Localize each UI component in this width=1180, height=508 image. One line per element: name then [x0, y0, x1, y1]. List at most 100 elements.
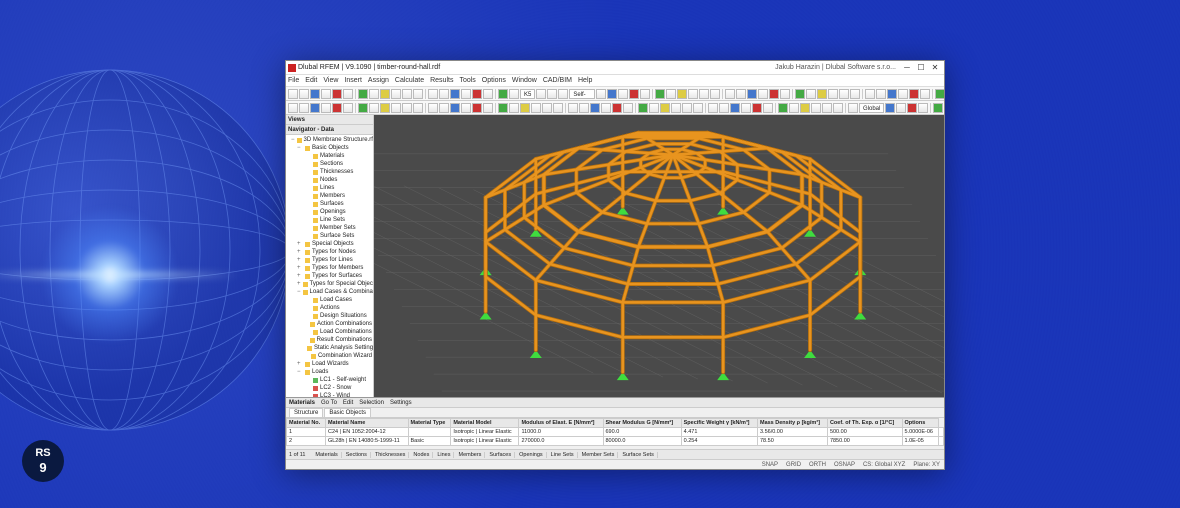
toolbar-icon[interactable] — [601, 103, 611, 113]
toolbar-field[interactable]: Self-weight — [569, 89, 594, 99]
tree-item[interactable]: Nodes — [287, 176, 372, 184]
tree-item[interactable]: Lines — [287, 184, 372, 192]
bottom-tab[interactable]: Thicknesses — [372, 452, 410, 458]
tree-item[interactable]: Thicknesses — [287, 168, 372, 176]
toolbar-icon[interactable] — [509, 89, 519, 99]
toolbar-icon[interactable] — [310, 89, 320, 99]
toolbar-icon[interactable] — [850, 89, 860, 99]
menu-tools[interactable]: Tools — [459, 77, 475, 84]
toolbar-icon[interactable] — [343, 103, 353, 113]
toolbar-icon[interactable] — [708, 103, 718, 113]
toolbar-icon[interactable] — [472, 103, 482, 113]
toolbar-icon[interactable] — [461, 103, 471, 113]
column-header[interactable]: Modulus of Elast. E [N/mm²] — [519, 419, 603, 428]
toolbar-icon[interactable] — [321, 89, 331, 99]
menu-assign[interactable]: Assign — [368, 77, 389, 84]
panel-control[interactable]: Settings — [390, 400, 412, 406]
toolbar-icon[interactable] — [536, 89, 546, 99]
toolbar-icon[interactable] — [933, 103, 943, 113]
tree-item[interactable]: Members — [287, 192, 372, 200]
close-button[interactable]: ✕ — [928, 62, 942, 74]
tree-item[interactable]: −Load Cases & Combinations — [287, 288, 372, 296]
tree-item[interactable]: +Types for Members — [287, 264, 372, 272]
tree-item[interactable]: Static Analysis Settings — [287, 344, 372, 352]
tree-item[interactable]: +Types for Lines — [287, 256, 372, 264]
tree-item[interactable]: Openings — [287, 208, 372, 216]
bottom-tab[interactable]: Surface Sets — [619, 452, 658, 458]
toolbar-icon[interactable] — [693, 103, 703, 113]
toolbar-icon[interactable] — [332, 103, 342, 113]
toolbar-icon[interactable] — [789, 103, 799, 113]
toolbar-icon[interactable] — [907, 103, 917, 113]
bottom-tab[interactable]: Sections — [343, 452, 371, 458]
column-header[interactable]: Material Name — [325, 419, 408, 428]
toolbar-icon[interactable] — [413, 103, 423, 113]
panel-tab[interactable]: Basic Objects — [324, 408, 371, 417]
tree-item[interactable]: LC2 - Snow — [287, 384, 372, 392]
toolbar-icon[interactable] — [439, 89, 449, 99]
toolbar-icon[interactable] — [498, 103, 508, 113]
toolbar-icon[interactable] — [402, 103, 412, 113]
toolbar-icon[interactable] — [730, 103, 740, 113]
menu-help[interactable]: Help — [578, 77, 592, 84]
bottom-tab[interactable]: Surfaces — [486, 452, 515, 458]
tree-item[interactable]: Sections — [287, 160, 372, 168]
menu-file[interactable]: File — [288, 77, 299, 84]
table-row[interactable]: 2GL28h | EN 14080:5-1999-11BasicIsotropi… — [287, 437, 944, 446]
toolbar-icon[interactable] — [369, 89, 379, 99]
toolbar-icon[interactable] — [865, 89, 875, 99]
toolbar-icon[interactable] — [450, 103, 460, 113]
tree-item[interactable]: Surface Sets — [287, 232, 372, 240]
toolbar-icon[interactable] — [682, 103, 692, 113]
maximize-button[interactable]: ☐ — [914, 62, 928, 74]
toolbar-icon[interactable] — [461, 89, 471, 99]
column-header[interactable]: Material No. — [287, 419, 326, 428]
bottom-tab[interactable]: Member Sets — [579, 452, 619, 458]
navigator-tree[interactable]: −3D Membrane Structure.rf7−Basic Objects… — [286, 135, 373, 397]
toolbar-icon[interactable] — [800, 103, 810, 113]
tree-item[interactable]: Result Combinations — [287, 336, 372, 344]
toolbar-icon[interactable] — [935, 89, 944, 99]
toolbar-icon[interactable] — [752, 103, 762, 113]
toolbar-icon[interactable] — [918, 103, 928, 113]
tree-item[interactable]: Actions — [287, 304, 372, 312]
toolbar-icon[interactable] — [736, 89, 746, 99]
toolbar-icon[interactable] — [817, 89, 827, 99]
toolbar-icon[interactable] — [909, 89, 919, 99]
toolbar-icon[interactable] — [579, 103, 589, 113]
menu-window[interactable]: Window — [512, 77, 537, 84]
toolbar-icon[interactable] — [531, 103, 541, 113]
toolbar-icon[interactable] — [402, 89, 412, 99]
toolbar-icon[interactable] — [542, 103, 552, 113]
column-header[interactable]: Mass Density ρ [kg/m³] — [757, 419, 827, 428]
toolbar-icon[interactable] — [885, 103, 895, 113]
panel-control[interactable]: Go To — [321, 400, 337, 406]
column-header[interactable]: Coef. of Th. Exp. α [1/°C] — [827, 419, 902, 428]
toolbar-icon[interactable] — [380, 89, 390, 99]
tree-item[interactable]: Design Situations — [287, 312, 372, 320]
toolbar-icon[interactable] — [920, 89, 930, 99]
toolbar-icon[interactable] — [629, 89, 639, 99]
minimize-button[interactable]: ─ — [900, 62, 914, 74]
toolbar-icon[interactable] — [780, 89, 790, 99]
bottom-tab[interactable]: Materials — [312, 452, 341, 458]
column-header[interactable]: Shear Modulus G [N/mm²] — [603, 419, 681, 428]
toolbar-icon[interactable] — [450, 89, 460, 99]
toolbar-icon[interactable] — [710, 89, 720, 99]
tree-item[interactable]: −Basic Objects — [287, 144, 372, 152]
toolbar-icon[interactable] — [769, 89, 779, 99]
tree-item[interactable]: Materials — [287, 152, 372, 160]
tree-item[interactable]: +Types for Nodes — [287, 248, 372, 256]
toolbar-icon[interactable] — [369, 103, 379, 113]
toolbar-icon[interactable] — [623, 103, 633, 113]
toolbar-icon[interactable] — [358, 89, 368, 99]
column-header[interactable]: Material Type — [408, 419, 451, 428]
toolbar-icon[interactable] — [806, 89, 816, 99]
bottom-tab[interactable]: Openings — [516, 452, 547, 458]
toolbar-icon[interactable] — [391, 103, 401, 113]
toolbar-icon[interactable] — [763, 103, 773, 113]
toolbar-icon[interactable] — [483, 89, 493, 99]
toolbar-icon[interactable] — [439, 103, 449, 113]
bottom-tab[interactable]: Lines — [434, 452, 454, 458]
toolbar-icon[interactable] — [896, 103, 906, 113]
